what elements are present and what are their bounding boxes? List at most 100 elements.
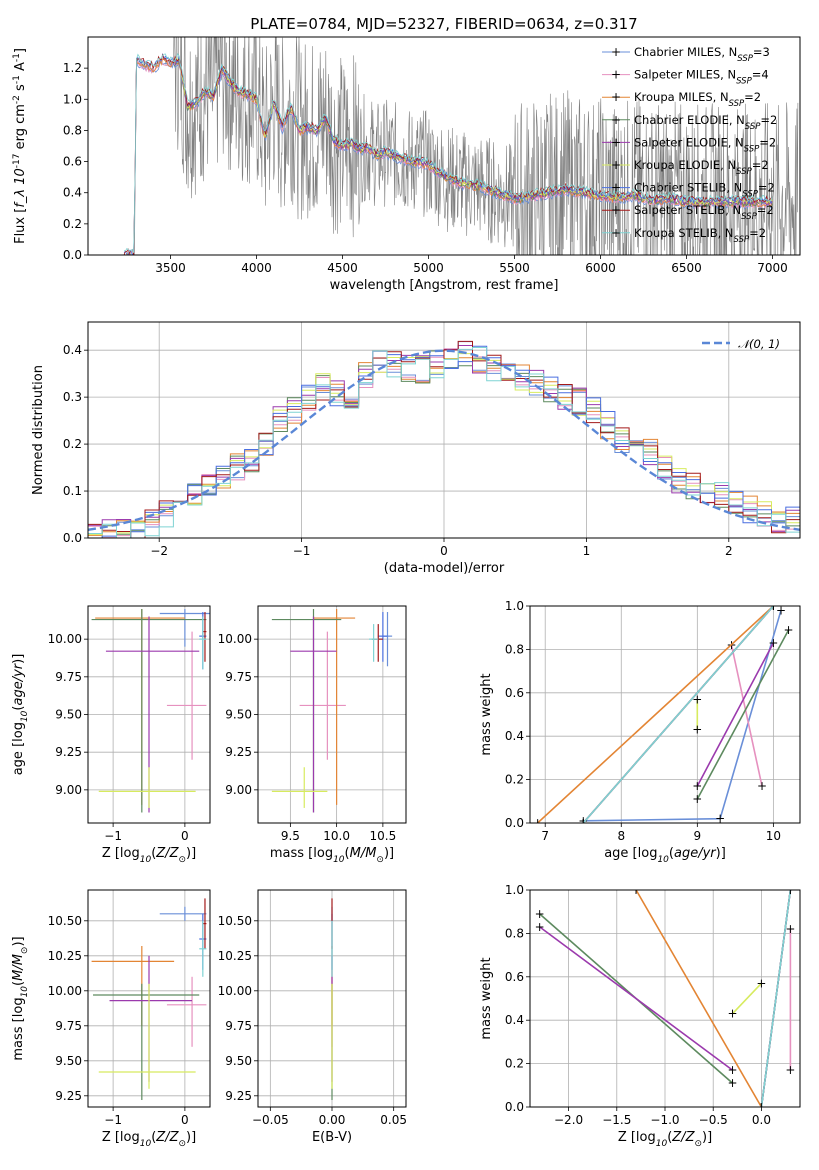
x-axis-label: Z [log10(Z/Z⊙)] <box>618 1130 712 1149</box>
point-chabrier-miles <box>159 906 207 921</box>
panel-age-vs-mass: 9.5 10.0 10.5 9.00 9.25 9.50 9.75 10.00 mass [lo… <box>218 605 407 865</box>
y-tick-label: 9.25 <box>55 1089 82 1103</box>
x-tick-label: −1 <box>293 544 311 558</box>
y-tick-label: 0.4 <box>63 186 82 200</box>
x-tick-label: −2.0 <box>554 1113 583 1127</box>
legend-marker: + <box>611 181 621 195</box>
panel-residuals: −2 −1 0 1 2 0.0 0.1 0.2 0.3 0.4 (data-model)/error… <box>31 321 801 576</box>
plot-area <box>271 609 393 813</box>
y-axis-label: Flux [f_λ 10-17 erg cm-2 s-1 A-1] <box>12 48 28 244</box>
y-tick-label: 0.0 <box>505 1100 524 1114</box>
panel-mass-vs-Z: −1 0 9.25 9.50 9.75 10.00 10.25 10.50 Z [log10(Z… <box>11 889 211 1149</box>
y-tick-label: 0.0 <box>505 816 524 830</box>
weight-marker: + <box>692 692 702 706</box>
weight-marker: + <box>756 976 766 990</box>
axes-frame <box>257 605 407 824</box>
y-tick-label: 10.00 <box>218 984 252 998</box>
axes-frame <box>87 321 801 539</box>
legend-marker: + <box>611 226 621 240</box>
normal-pdf-curve <box>88 349 800 531</box>
x-tick-label: 10.0 <box>323 829 350 843</box>
x-tick-label: 7 <box>541 829 549 843</box>
x-axis-label: age [log10(age/yr)] <box>604 846 726 865</box>
x-tick-label: 0 <box>440 544 448 558</box>
x-axis-label: E(B-V) <box>312 1130 352 1145</box>
point-chabrier-stelib <box>378 612 388 662</box>
point-kroupa-elodie <box>271 767 328 808</box>
axes-frame <box>87 605 211 824</box>
y-axis-label: mass weight <box>479 957 494 1039</box>
series-kroupa-stelib: ++ <box>756 890 795 1114</box>
x-tick-label: 7000 <box>757 261 788 275</box>
plot-area <box>91 898 207 1100</box>
axes-frame <box>87 889 211 1108</box>
panel-mass-vs-EBV: −0.05 0.00 0.05 9.25 9.50 9.75 10.00 10.25 10.50… <box>218 889 407 1145</box>
weight-marker: + <box>535 920 545 934</box>
x-axis-label: Z [log10(Z/Z⊙)] <box>102 1130 196 1149</box>
weight-marker: + <box>756 1100 766 1114</box>
weight-line <box>760 890 792 1107</box>
legend-label: Salpeter MILES, NSSP=4 <box>634 68 769 87</box>
x-tick-label: 9 <box>694 829 702 843</box>
y-tick-label: 0.6 <box>63 155 82 169</box>
y-tick-label: 0.3 <box>63 390 82 404</box>
y-tick-label: 9.50 <box>225 1054 252 1068</box>
legend-label: Kroupa MILES, NSSP=2 <box>634 90 761 109</box>
legend-label: Salpeter ELODIE, NSSP=2 <box>634 135 776 154</box>
weight-marker: + <box>768 599 778 613</box>
weight-line <box>696 642 775 787</box>
y-tick-label: 9.25 <box>55 745 82 759</box>
axes-frame <box>257 889 407 1108</box>
x-tick-label: −1 <box>104 1113 122 1127</box>
point-chabrier-elodie <box>93 983 200 1100</box>
legend-marker: + <box>611 113 621 127</box>
weight-marker: + <box>785 922 795 936</box>
y-tick-label: 9.50 <box>55 1054 82 1068</box>
y-tick-label: 0.4 <box>63 343 82 357</box>
y-tick-label: 1.2 <box>63 61 82 75</box>
legend-label: Chabrier MILES, NSSP=3 <box>634 45 770 64</box>
weight-marker: + <box>578 816 588 830</box>
x-tick-label: 3500 <box>155 261 186 275</box>
series-chabrier-miles: + ++ <box>578 603 786 828</box>
y-tick-label: 1.0 <box>505 883 524 897</box>
weight-marker: + <box>535 907 545 921</box>
panel-weight-vs-Z: ++++++++++++++++++−2.0 −1.5 −1.0 −0.5 0.0 0.0… <box>479 883 801 1149</box>
weight-marker: + <box>631 883 641 897</box>
y-tick-label: 9.25 <box>225 1089 252 1103</box>
y-tick-label: 10.25 <box>218 949 252 963</box>
x-tick-label: −1 <box>104 829 122 843</box>
plot-area: + ++++++++++++++++++ <box>533 599 794 830</box>
y-tick-label: 9.25 <box>225 745 252 759</box>
weight-line <box>583 610 782 822</box>
axes-frame <box>87 36 801 256</box>
panel-weight-vs-age: + ++++++++++++++++++7 8 9 10 0.0 0.2 0.4 0.6 0.8 1… <box>479 599 801 865</box>
y-tick-label: 0.2 <box>63 217 82 231</box>
weight-marker: + <box>578 814 588 828</box>
series-salpeter-elodie: ++ <box>692 636 778 793</box>
y-tick-label: 0.6 <box>505 970 524 984</box>
y-axis-label: age [log10(age/yr)] <box>11 654 30 776</box>
series-salpeter-elodie: ++ <box>535 920 738 1077</box>
weight-line <box>731 982 762 1015</box>
series-kroupa-miles: ++ <box>533 606 778 823</box>
point-kroupa-elodie <box>98 983 196 1089</box>
weight-line <box>696 629 790 800</box>
weight-marker: + <box>715 812 725 826</box>
x-tick-label: −0.5 <box>699 1113 728 1127</box>
weight-line <box>730 644 763 787</box>
legend-marker: + <box>611 158 621 172</box>
y-tick-label: 0.1 <box>63 484 82 498</box>
spectrum-legend: + Chabrier MILES, NSSP=3 + Salpeter MILES, … <box>602 45 777 245</box>
x-tick-label: 2 <box>725 544 733 558</box>
x-tick-label: 5500 <box>499 261 530 275</box>
legend-marker: + <box>611 45 621 59</box>
weight-marker: + <box>768 599 778 613</box>
x-tick-label: 4000 <box>241 261 272 275</box>
plot-area <box>123 37 799 255</box>
weight-marker: + <box>776 603 786 617</box>
weight-line <box>539 926 733 1071</box>
y-tick-label: 9.75 <box>55 670 82 684</box>
